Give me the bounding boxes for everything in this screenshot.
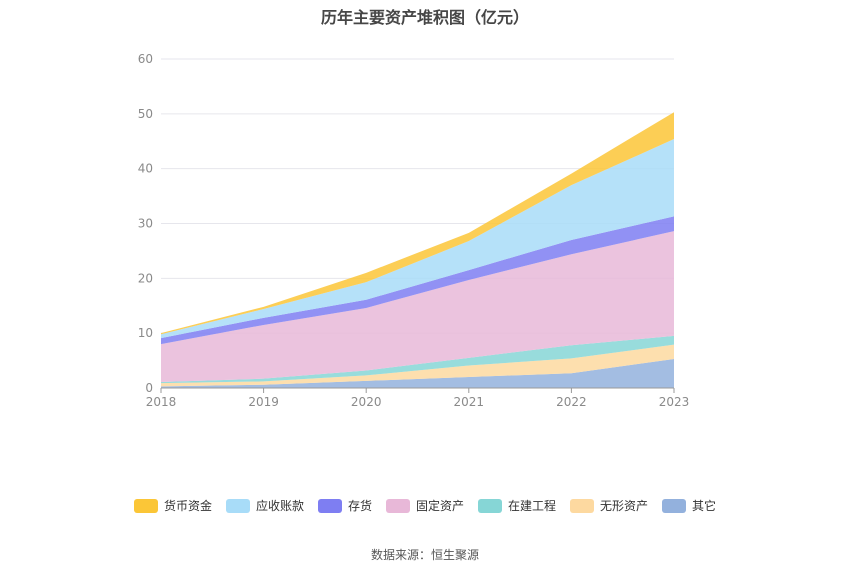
legend-item[interactable]: 无形资产 (570, 497, 648, 514)
legend-label: 应收账款 (255, 499, 304, 513)
legend-swatch (225, 498, 250, 513)
area-series (161, 231, 674, 382)
y-tick-label: 20 (138, 271, 153, 285)
data-source-note: 数据来源：恒生聚源 (370, 548, 479, 562)
x-tick-label: 2021 (454, 395, 485, 409)
legend-label: 在建工程 (508, 499, 557, 513)
area-series (161, 139, 674, 339)
legend-swatch (133, 498, 158, 513)
legend-item[interactable]: 在建工程 (478, 497, 556, 514)
area-series (161, 335, 674, 384)
legend-item[interactable]: 应收账款 (225, 497, 304, 514)
legend-swatch (478, 498, 502, 513)
area-series (161, 216, 674, 345)
legend-swatch (385, 498, 410, 513)
legend-label: 存货 (347, 499, 372, 513)
legend-label: 货币资金 (163, 499, 212, 513)
legend-item[interactable]: 固定资产 (385, 497, 464, 514)
y-tick-label: 30 (138, 217, 153, 231)
chart-legend: 货币资金 应收账款 存货 固定资产 在建工程 无形资产 其它 (0, 497, 850, 514)
y-tick-label: 60 (138, 52, 153, 66)
legend-label: 固定资产 (415, 499, 464, 513)
y-tick-label: 10 (138, 326, 153, 340)
area-series (161, 358, 674, 388)
area-series (161, 344, 674, 387)
x-tick-label: 2020 (351, 395, 382, 409)
y-tick-label: 40 (138, 162, 153, 176)
y-tick-label: 50 (138, 107, 153, 121)
x-tick-label: 2019 (248, 395, 279, 409)
legend-item[interactable]: 存货 (317, 497, 372, 514)
y-tick-label: 0 (145, 381, 153, 395)
x-tick-label: 2022 (556, 395, 587, 409)
legend-label: 其它 (692, 499, 717, 513)
legend-item[interactable]: 其它 (662, 497, 716, 514)
legend-swatch (570, 498, 595, 513)
chart-title: 历年主要资产堆积图（亿元） (320, 8, 529, 27)
legend-swatch (662, 498, 687, 513)
legend-swatch (317, 498, 342, 513)
legend-item[interactable]: 货币资金 (133, 497, 212, 514)
x-tick-label: 2018 (146, 395, 177, 409)
legend-label: 无形资产 (600, 499, 649, 513)
x-tick-label: 2023 (659, 395, 690, 409)
